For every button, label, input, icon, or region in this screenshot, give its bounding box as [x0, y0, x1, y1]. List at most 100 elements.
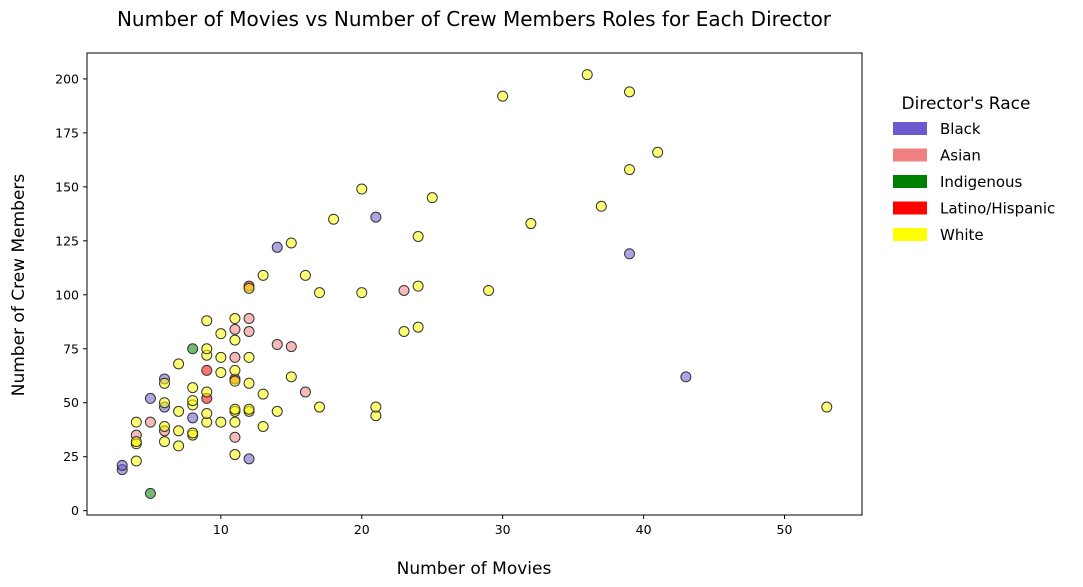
data-point-white-18 [201, 408, 213, 420]
data-point-asian-3 [229, 431, 241, 443]
data-point-white-45 [285, 237, 297, 249]
data-point-white-67 [821, 401, 833, 413]
data-point-white-22 [201, 315, 213, 327]
data-point-white-11 [173, 358, 185, 370]
y-tick-label: 50 [63, 395, 79, 410]
data-point-indigenous-1 [187, 343, 199, 355]
data-point-white-36 [243, 403, 255, 415]
legend-title: Director's Race [902, 94, 1031, 114]
data-point-black-7 [271, 241, 283, 253]
data-point-white-51 [356, 183, 368, 195]
data-point-white-59 [483, 284, 495, 296]
legend-label-asian: Asian [940, 147, 981, 165]
data-point-black-8 [370, 211, 382, 223]
data-point-white-39 [243, 282, 255, 294]
data-point-white-3 [130, 416, 142, 428]
data-point-white-64 [624, 164, 635, 176]
data-point-white-65 [624, 86, 635, 98]
data-point-white-26 [215, 328, 227, 340]
data-point-white-49 [328, 213, 340, 225]
data-point-white-25 [215, 351, 227, 363]
data-point-indigenous-0 [144, 487, 156, 499]
data-point-white-41 [257, 388, 269, 400]
data-point-white-48 [314, 287, 325, 299]
data-point-black-10 [680, 371, 692, 383]
data-point-white-9 [173, 425, 185, 437]
data-point-latino-hispanic-1 [201, 364, 213, 376]
data-point-asian-9 [285, 341, 297, 353]
x-axis-label: Number of Movies [397, 559, 552, 579]
data-point-asian-6 [243, 326, 255, 337]
data-point-white-16 [187, 382, 199, 394]
data-point-white-23 [215, 416, 227, 428]
legend-label-white: White [940, 226, 984, 244]
y-tick-label: 175 [55, 125, 79, 140]
data-point-asian-11 [398, 284, 410, 296]
legend: Director's Race Black Asian Indigenous Lati… [893, 94, 1055, 244]
legend-swatch-asian [893, 148, 927, 162]
x-tick-label: 10 [213, 522, 229, 537]
points-layer [116, 69, 833, 499]
data-point-asian-8 [271, 338, 283, 350]
x-tick-label: 40 [636, 522, 652, 537]
data-point-white-58 [426, 192, 438, 204]
y-tick-label: 125 [55, 233, 79, 248]
chart-title: Number of Movies vs Number of Crew Membe… [117, 7, 832, 31]
data-point-black-5 [187, 412, 199, 424]
plot-area [86, 52, 863, 516]
y-axis-label: Number of Crew Members [9, 174, 29, 397]
data-point-asian-1 [144, 416, 156, 428]
data-point-white-38 [243, 351, 255, 363]
data-point-white-10 [173, 405, 185, 417]
x-axis: 10 20 30 40 50 [213, 515, 793, 537]
data-point-white-43 [271, 405, 283, 417]
data-point-white-19 [201, 386, 213, 398]
data-point-white-50 [356, 287, 368, 299]
data-point-white-37 [243, 377, 255, 389]
data-point-black-9 [624, 248, 635, 260]
legend-label-indigenous: Indigenous [940, 173, 1023, 191]
data-point-white-61 [525, 218, 537, 230]
data-point-white-60 [497, 90, 509, 102]
data-point-white-54 [398, 326, 410, 337]
data-point-white-57 [412, 231, 424, 242]
data-point-white-6 [159, 397, 170, 409]
x-tick-label: 20 [354, 522, 370, 537]
data-point-white-0 [130, 455, 142, 467]
data-point-white-8 [173, 440, 185, 452]
data-point-black-2 [144, 392, 156, 404]
data-point-white-32 [229, 364, 241, 376]
data-point-white-2 [130, 436, 142, 448]
y-tick-label: 100 [55, 287, 79, 302]
data-point-white-55 [412, 321, 424, 333]
data-point-white-4 [159, 436, 170, 448]
y-tick-label: 25 [63, 449, 79, 464]
data-point-white-62 [581, 69, 593, 81]
x-tick-label: 30 [495, 522, 511, 537]
data-point-white-21 [201, 343, 213, 355]
data-point-white-30 [229, 403, 241, 415]
data-point-white-66 [652, 146, 664, 158]
data-point-white-34 [229, 313, 241, 325]
data-point-asian-4 [229, 351, 241, 363]
legend-swatch-indigenous [893, 175, 927, 188]
data-point-white-27 [229, 449, 241, 461]
data-point-white-28 [229, 416, 241, 428]
legend-swatch-black [893, 122, 927, 135]
legend-swatch-latino-hispanic [893, 201, 927, 215]
y-axis: 0 25 50 75 100 125 150 175 200 [55, 71, 87, 518]
data-point-asian-7 [243, 313, 255, 325]
data-point-white-42 [257, 269, 269, 281]
data-point-white-5 [159, 420, 170, 432]
x-tick-label: 50 [777, 522, 793, 537]
data-point-asian-5 [229, 323, 241, 335]
legend-label-latino-hispanic: Latino/Hispanic [940, 200, 1055, 218]
y-tick-label: 75 [63, 341, 79, 356]
data-point-white-63 [595, 200, 607, 212]
data-point-white-13 [187, 427, 199, 439]
data-point-white-47 [314, 401, 325, 413]
legend-entries: Black Asian Indigenous Latino/Hispanic White [893, 120, 1055, 244]
data-point-black-6 [243, 453, 255, 465]
data-point-white-7 [159, 377, 170, 389]
y-tick-label: 200 [55, 71, 79, 86]
